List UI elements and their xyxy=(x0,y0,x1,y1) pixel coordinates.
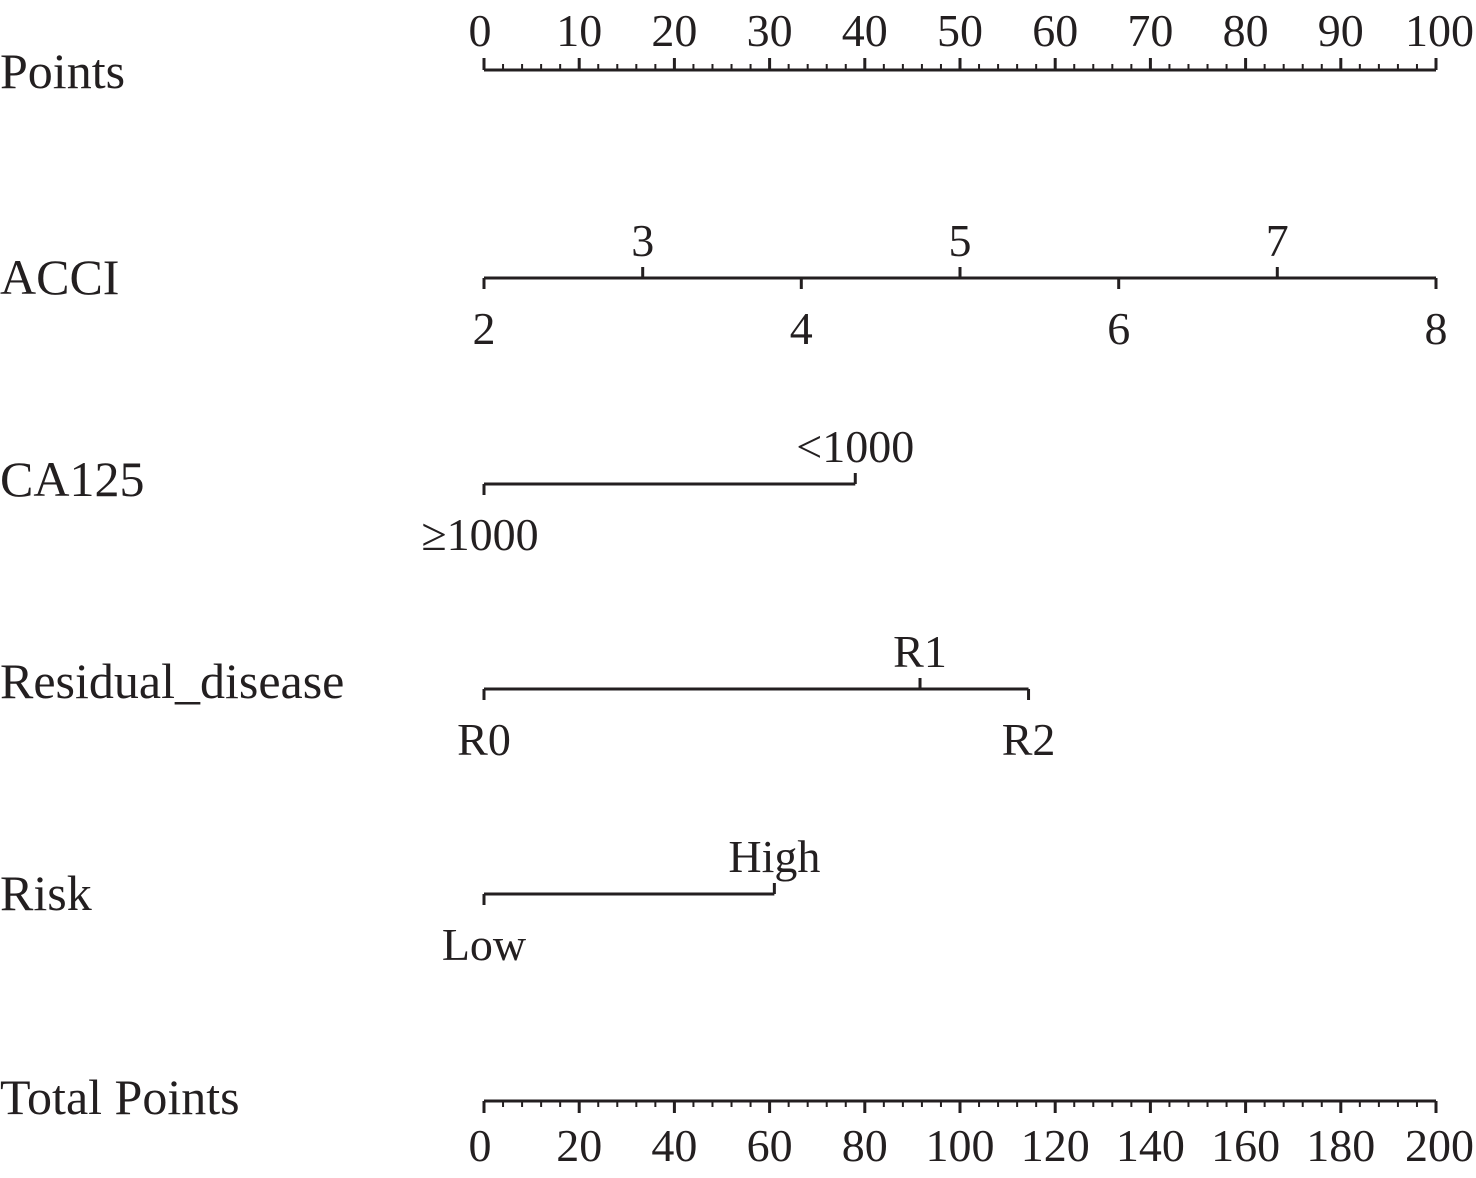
total-tick-label-160: 160 xyxy=(1211,1120,1280,1171)
residual-tick-label-r2: R2 xyxy=(1002,714,1056,765)
total-tick-label-180: 180 xyxy=(1306,1120,1375,1171)
total-points-label: Total Points xyxy=(0,1069,240,1125)
risk-tick-label-high: High xyxy=(728,831,820,882)
total-tick-label-20: 20 xyxy=(556,1120,602,1171)
total-tick-label-100: 100 xyxy=(926,1120,995,1171)
points-tick-label-100: 100 xyxy=(1405,5,1474,56)
ca125-tick-label-ge1000: ≥1000 xyxy=(421,509,538,560)
points-tick-label-90: 90 xyxy=(1318,5,1364,56)
points-tick-label-20: 20 xyxy=(651,5,697,56)
residual-disease-row: Residual_disease R0 R1 R2 xyxy=(0,626,1055,765)
points-tick-label-30: 30 xyxy=(747,5,793,56)
total-points-row: Total Points 0 20 40 60 80 100 120 140 160 180 200 xyxy=(0,1069,1474,1171)
points-tick-label-60: 60 xyxy=(1032,5,1078,56)
acci-tick-label-3: 3 xyxy=(631,215,654,266)
acci-tick-label-6: 6 xyxy=(1107,303,1130,354)
acci-tick-label-4: 4 xyxy=(790,303,813,354)
acci-tick-label-2: 2 xyxy=(473,303,496,354)
total-tick-label-120: 120 xyxy=(1021,1120,1090,1171)
total-tick-label-40: 40 xyxy=(651,1120,697,1171)
points-tick-label-40: 40 xyxy=(842,5,888,56)
residual-tick-label-r0: R0 xyxy=(457,714,511,765)
points-row: Points 0 10 20 30 40 50 60 70 80 90 100 xyxy=(0,5,1474,99)
acci-tick-label-7: 7 xyxy=(1266,215,1289,266)
acci-row: ACCI 2 3 4 5 6 7 8 xyxy=(0,215,1448,354)
acci-label: ACCI xyxy=(0,249,119,305)
ca125-tick-label-lt1000: <1000 xyxy=(796,421,914,472)
points-label: Points xyxy=(0,43,125,99)
points-tick-label-50: 50 xyxy=(937,5,983,56)
ca125-label: CA125 xyxy=(0,451,144,507)
total-tick-label-60: 60 xyxy=(747,1120,793,1171)
points-tick-label-80: 80 xyxy=(1223,5,1269,56)
risk-tick-label-low: Low xyxy=(442,919,527,970)
risk-row: Risk Low High xyxy=(0,831,820,970)
residual-disease-label: Residual_disease xyxy=(0,653,344,709)
ca125-row: CA125 ≥1000 <1000 xyxy=(0,421,914,560)
total-tick-label-80: 80 xyxy=(842,1120,888,1171)
total-tick-label-140: 140 xyxy=(1116,1120,1185,1171)
risk-label: Risk xyxy=(0,865,92,921)
points-tick-label-70: 70 xyxy=(1127,5,1173,56)
total-tick-label-200: 200 xyxy=(1405,1120,1474,1171)
points-tick-label-10: 10 xyxy=(556,5,602,56)
points-tick-label-0: 0 xyxy=(469,5,492,56)
total-tick-label-0: 0 xyxy=(469,1120,492,1171)
acci-tick-label-5: 5 xyxy=(949,215,972,266)
acci-tick-label-8: 8 xyxy=(1425,303,1448,354)
residual-tick-label-r1: R1 xyxy=(893,626,947,677)
